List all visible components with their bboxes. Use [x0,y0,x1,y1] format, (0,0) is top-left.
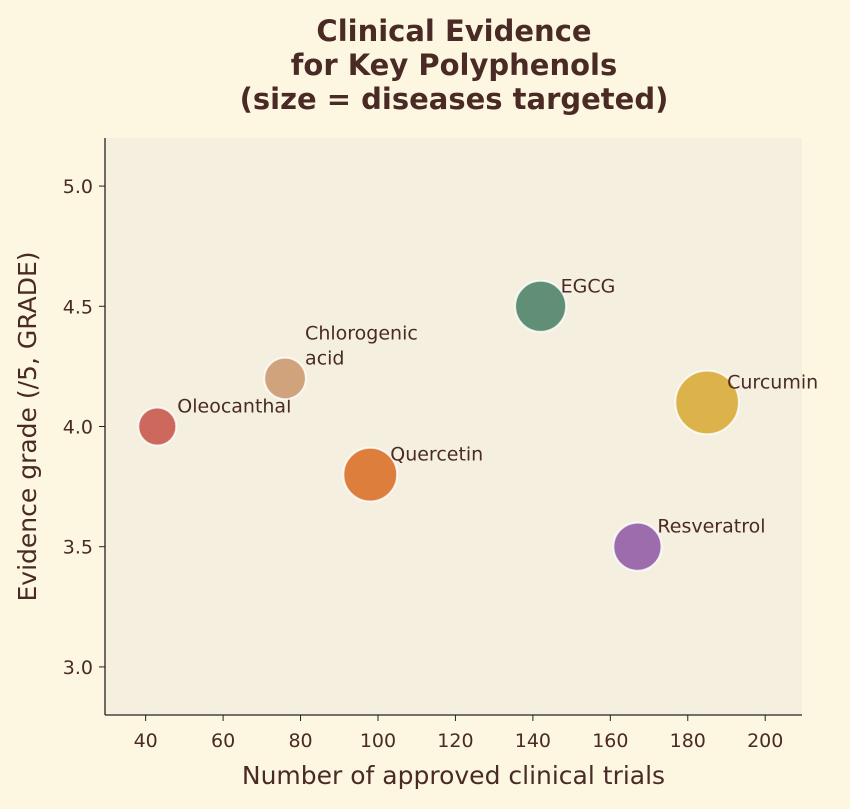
data-point-label: acid [305,347,344,369]
data-points: Oleocanthal Chlorogenic acid Quercetin EGCG R… [137,275,818,572]
x-tick-label: 60 [211,730,235,752]
data-point [263,356,307,401]
x-tick-label: 120 [437,730,473,752]
data-point [137,406,178,447]
x-tick-label: 160 [592,730,628,752]
chart-title-line: (size = diseases targeted) [240,82,669,116]
data-point [514,279,568,333]
data-point-label: Chlorogenic [305,322,418,344]
x-tick-label: 40 [134,730,158,752]
y-tick-label: 4.5 [63,296,93,318]
axes: 40 60 80 100 120 140 160 180 200 3.0 3.5 4.0 4.5 5.0 [63,138,802,752]
data-point [342,446,399,503]
chart-title-line: Clinical Evidence [316,14,591,48]
x-axis-label: Number of approved clinical trials [242,761,665,790]
x-tick-label: 180 [670,730,706,752]
y-tick-label: 3.5 [63,537,93,559]
x-tick-label: 140 [515,730,551,752]
x-tick-label: 80 [288,730,312,752]
chart-title-line: for Key Polyphenols [291,48,617,82]
y-tick-label: 5.0 [63,176,93,198]
data-point-label: Curcumin [727,371,818,393]
data-point-label: Resveratrol [657,516,765,538]
y-axis-label: Evidence grade (/5, GRADE) [13,252,42,602]
data-point [674,369,740,436]
x-tick-label: 100 [360,730,396,752]
data-point-label: Quercetin [390,444,483,466]
x-tick-label: 200 [747,730,783,752]
data-point-label: EGCG [561,275,616,297]
y-tick-label: 3.0 [63,657,93,679]
y-tick-label: 4.0 [63,417,93,439]
data-point-label: Oleocanthal [177,396,291,418]
data-point [612,521,663,572]
